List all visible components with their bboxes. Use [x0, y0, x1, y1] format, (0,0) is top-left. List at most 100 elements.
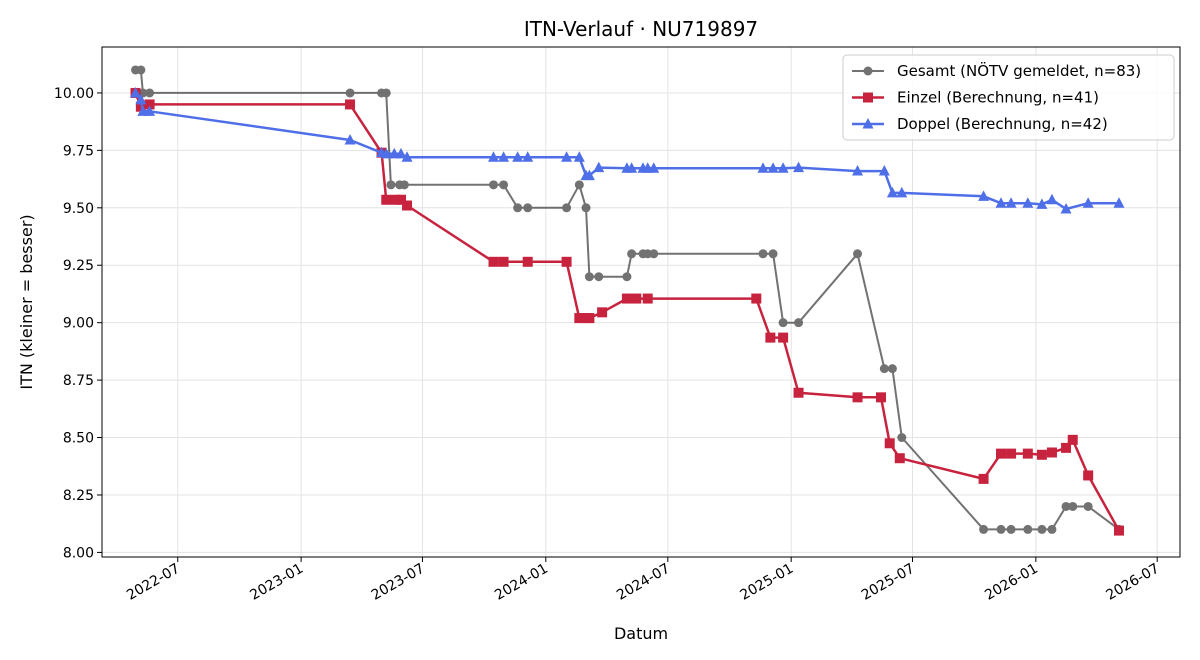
legend-label: Einzel (Berechnung, n=41) [897, 89, 1099, 107]
y-tick-label: 8.25 [63, 488, 94, 504]
data-point-doppel [344, 134, 356, 145]
data-point-doppel [1113, 197, 1125, 208]
chart-title: ITN-Verlauf · NU719897 [524, 17, 758, 41]
data-point-doppel [767, 162, 779, 173]
data-point-doppel [648, 162, 660, 173]
legend-label: Gesamt (NÖTV gemeldet, n=83) [897, 61, 1141, 80]
data-point-doppel [395, 147, 407, 159]
y-tick-label: 9.50 [63, 201, 94, 217]
data-point-doppel [1046, 193, 1058, 205]
data-point-gesamt [574, 180, 584, 190]
data-point-einzel [561, 256, 572, 267]
data-point-doppel [793, 161, 805, 173]
data-point-einzel [884, 438, 895, 449]
data-point-einzel [1083, 470, 1094, 481]
data-point-doppel [1060, 202, 1072, 214]
data-point-doppel [777, 162, 789, 173]
data-point-einzel [488, 256, 499, 267]
data-point-doppel [886, 186, 898, 198]
data-point-doppel [852, 165, 864, 176]
data-point-einzel [894, 453, 905, 464]
data-point-doppel [978, 190, 990, 201]
data-point-einzel [574, 313, 585, 324]
data-point-gesamt [562, 203, 572, 213]
y-tick-label: 8.50 [63, 431, 94, 447]
data-point-doppel [995, 197, 1007, 208]
data-point-gesamt [897, 433, 907, 443]
legend-entry-doppel [852, 118, 884, 129]
data-point-einzel [751, 293, 762, 304]
y-axis-label: ITN (kleiner = besser) [17, 214, 36, 389]
legend-entry-einzel [852, 92, 884, 103]
data-point-einzel [345, 99, 356, 110]
data-point-gesamt [399, 180, 409, 190]
data-point-doppel [1036, 198, 1048, 209]
legend: Gesamt (NÖTV gemeldet, n=83) Einzel (Bere… [842, 54, 1175, 141]
data-point-einzel [996, 448, 1007, 459]
data-point-einzel [1036, 449, 1047, 460]
data-point-einzel [597, 307, 608, 318]
data-point-doppel [757, 162, 769, 173]
data-point-gesamt [1047, 524, 1057, 534]
data-point-gesamt [1006, 524, 1016, 534]
data-point-doppel [896, 186, 908, 198]
data-point-einzel [1113, 525, 1124, 536]
data-point-einzel [631, 293, 642, 304]
data-point-einzel [1061, 442, 1072, 453]
data-point-gesamt [853, 249, 863, 259]
data-point-gesamt [778, 318, 788, 328]
data-point-gesamt [499, 180, 509, 190]
data-point-gesamt [768, 249, 778, 259]
data-point-doppel [498, 151, 510, 162]
data-point-gesamt [386, 180, 396, 190]
data-point-einzel [390, 194, 401, 205]
data-point-einzel [978, 473, 989, 484]
legend-marker-einzel [863, 92, 873, 103]
legend-marker-gesamt [863, 66, 873, 76]
data-point-einzel [381, 194, 392, 205]
data-point-doppel [130, 86, 142, 98]
data-point-einzel [852, 392, 863, 403]
data-point-doppel [1082, 197, 1094, 208]
data-point-gesamt [345, 88, 355, 98]
data-point-einzel [1006, 448, 1017, 459]
data-point-einzel [1067, 434, 1078, 445]
data-point-gesamt [584, 272, 594, 282]
data-point-einzel [876, 392, 887, 403]
data-point-gesamt [996, 524, 1006, 534]
data-point-einzel [1022, 448, 1033, 459]
data-point-doppel [380, 147, 392, 159]
y-tick-label: 9.75 [63, 143, 94, 159]
y-tick-label: 8.00 [63, 545, 94, 561]
data-point-doppel [1005, 197, 1017, 208]
data-point-gesamt [649, 249, 659, 259]
data-point-gesamt [622, 272, 632, 282]
data-point-gesamt [1068, 501, 1078, 511]
data-point-einzel [584, 313, 595, 324]
data-point-gesamt [794, 318, 804, 328]
data-point-doppel [135, 93, 147, 105]
data-point-doppel [593, 161, 605, 173]
data-point-einzel [498, 256, 509, 267]
data-point-gesamt [1023, 524, 1033, 534]
data-point-doppel [1022, 197, 1034, 208]
data-point-doppel [512, 151, 524, 162]
data-point-gesamt [1037, 524, 1047, 534]
data-point-gesamt [1083, 501, 1093, 511]
data-point-gesamt [581, 203, 591, 213]
y-tick-label: 10.00 [54, 86, 94, 102]
y-tick-label: 8.75 [63, 373, 94, 389]
data-point-doppel [144, 105, 156, 116]
legend-entry-gesamt [852, 66, 884, 76]
series-layer [130, 65, 1125, 536]
data-point-gesamt [381, 88, 391, 98]
data-point-einzel [395, 194, 406, 205]
data-point-doppel [561, 151, 573, 162]
data-point-doppel [573, 151, 585, 162]
legend-marker-doppel [862, 118, 874, 129]
data-point-einzel [621, 293, 632, 304]
data-point-einzel [1046, 447, 1057, 458]
data-point-gesamt [1061, 501, 1071, 511]
data-point-einzel [778, 332, 789, 343]
data-point-doppel [626, 162, 638, 173]
